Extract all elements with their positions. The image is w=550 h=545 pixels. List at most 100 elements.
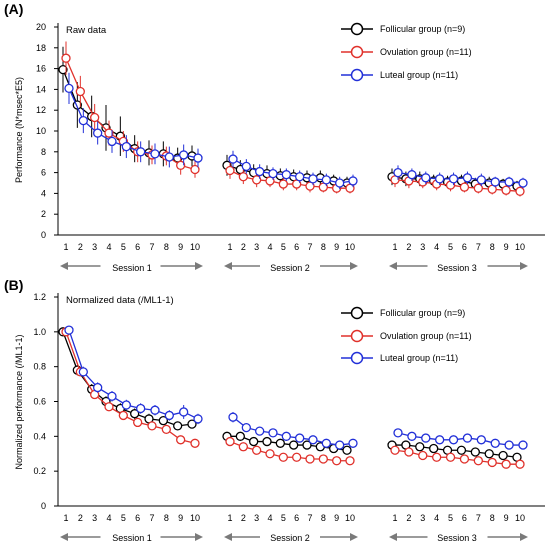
panel-b-x-tick-label: 1 xyxy=(227,513,232,523)
session-label-b-2: Session 2 xyxy=(270,533,310,543)
ovulation-data-point xyxy=(445,452,456,462)
luteal-data-point xyxy=(518,178,528,188)
follicular-data-point xyxy=(249,436,259,447)
ovulation-data-point xyxy=(252,445,262,455)
luteal-data-point xyxy=(295,433,305,443)
luteal-data-point xyxy=(107,391,117,401)
follicular-data-point xyxy=(173,421,183,431)
ovulation-data-point xyxy=(501,185,511,195)
ovulation-data-point xyxy=(61,53,71,63)
follicular-data-point xyxy=(484,449,494,459)
panel-a-y-tick-label: 20 xyxy=(36,22,46,32)
ovulation-data-point xyxy=(345,456,355,466)
luteal-data-point xyxy=(407,431,417,441)
panel-b-x-tick-label: 2 xyxy=(78,513,83,523)
panel-a-x-tick-label: 4 xyxy=(106,242,111,252)
legend-b-follicular: Follicular group (n=9) xyxy=(380,308,465,318)
ovulation-series-line xyxy=(229,440,350,462)
follicular-data-point xyxy=(262,436,272,447)
panel-b-x-tick-label: 5 xyxy=(121,513,126,523)
ovulation-data-point xyxy=(118,410,128,421)
panel-b-x-tick-label: 3 xyxy=(254,513,259,523)
ovulation-data-point xyxy=(90,112,100,123)
luteal-data-point xyxy=(407,170,417,180)
luteal-data-point xyxy=(295,172,305,182)
panel-a-x-tick-label: 10 xyxy=(345,242,355,252)
panel-a-x-tick-label: 7 xyxy=(476,242,481,252)
panel-b-y-tick-label: 0.6 xyxy=(33,397,46,407)
ovulation-data-point xyxy=(390,445,400,455)
ovulation-data-point xyxy=(104,402,114,412)
luteal-data-point xyxy=(476,175,486,185)
luteal-data-point xyxy=(281,170,291,180)
panel-a-x-tick-label: 7 xyxy=(149,242,154,252)
panel-b-x-tick-label: 1 xyxy=(392,513,397,523)
panel-b-x-tick-label: 4 xyxy=(106,513,111,523)
follicular-data-point xyxy=(470,447,480,457)
panel-b-x-tick-label: 3 xyxy=(92,513,97,523)
luteal-series-line xyxy=(68,329,199,420)
panel-b-normalized-data: Normalized data (/ML1-1) Normalized perf… xyxy=(14,292,545,543)
luteal-data-point xyxy=(179,150,189,160)
panel-a-x-tick-label: 6 xyxy=(135,242,140,252)
panel-b-x-tick-label: 2 xyxy=(406,513,411,523)
luteal-data-point xyxy=(164,152,174,162)
panel-b-x-tick-label: 7 xyxy=(476,513,481,523)
panel-a-y-tick-label: 18 xyxy=(36,43,46,53)
legend-a-luteal: Luteal group (n=11) xyxy=(380,70,458,80)
ovulation-series-line xyxy=(229,169,350,189)
luteal-data-point xyxy=(421,433,431,443)
luteal-data-point xyxy=(504,440,514,450)
legend-a-follicular: Follicular group (n=9) xyxy=(380,24,465,34)
panel-b-x-tick-label: 5 xyxy=(448,513,453,523)
luteal-data-point xyxy=(281,431,291,441)
panel-a-raw-data: Raw data Performance (N*msec*E5) Follicu… xyxy=(14,22,545,273)
panel-a-x-tick-label: 8 xyxy=(490,242,495,252)
session-label-b-3: Session 3 xyxy=(437,533,477,543)
luteal-data-point xyxy=(107,136,117,147)
panel-a-x-tick-label: 1 xyxy=(63,242,68,252)
luteal-series-line xyxy=(397,171,524,184)
ovulation-series-line xyxy=(65,331,196,444)
luteal-data-point xyxy=(321,175,331,185)
luteal-data-point xyxy=(255,426,265,436)
luteal-data-point xyxy=(228,412,238,422)
ovulation-series-line xyxy=(394,449,520,465)
session-label-a-1: Session 1 xyxy=(112,263,152,273)
panel-b-x-tick-label: 7 xyxy=(149,513,154,523)
luteal-series-line xyxy=(397,432,523,446)
ovulation-data-point xyxy=(161,424,171,435)
panel-b-x-tick-label: 10 xyxy=(345,513,355,523)
panel-a-x-tick-label: 4 xyxy=(267,242,272,252)
panel-b-x-tick-label: 3 xyxy=(420,513,425,523)
luteal-data-point xyxy=(518,440,528,450)
follicular-series-line xyxy=(392,444,518,458)
luteal-data-point xyxy=(164,410,174,421)
ovulation-data-point xyxy=(133,417,143,428)
panel-b-session-labels: Session 1 Session 2 Session 3 xyxy=(112,533,477,543)
luteal-series-line xyxy=(232,416,354,446)
follicular-data-point xyxy=(498,450,508,461)
luteal-series-line xyxy=(232,158,354,184)
panel-b-x-tick-label: 9 xyxy=(178,513,183,523)
legend-b-luteal: Luteal group (n=11) xyxy=(380,353,458,363)
luteal-data-point xyxy=(421,173,431,183)
ovulation-data-point xyxy=(501,459,511,469)
panel-b-y-tick-label: 0.8 xyxy=(33,362,46,372)
panel-a-y-tick-label: 10 xyxy=(36,126,46,136)
luteal-data-point xyxy=(462,433,473,443)
luteal-data-point xyxy=(136,147,146,157)
panel-a-x-tick-label: 9 xyxy=(178,242,183,252)
luteal-data-point xyxy=(308,174,318,184)
session-label-b-1: Session 1 xyxy=(112,533,152,543)
ovulation-series-line xyxy=(394,179,521,192)
ovulation-data-point xyxy=(75,86,85,97)
follicular-data-point xyxy=(187,419,197,429)
ovulation-data-point xyxy=(318,454,328,464)
panel-b-x-tick-label: 4 xyxy=(267,513,272,523)
panel-a-x-tick-label: 3 xyxy=(254,242,259,252)
panel-a-x-tick-label: 10 xyxy=(515,242,525,252)
legend-b-ovulation: Ovulation group (n=11) xyxy=(380,331,472,341)
follicular-data-point xyxy=(429,443,439,454)
panel-b-y-tick-label: 0.4 xyxy=(33,431,46,441)
